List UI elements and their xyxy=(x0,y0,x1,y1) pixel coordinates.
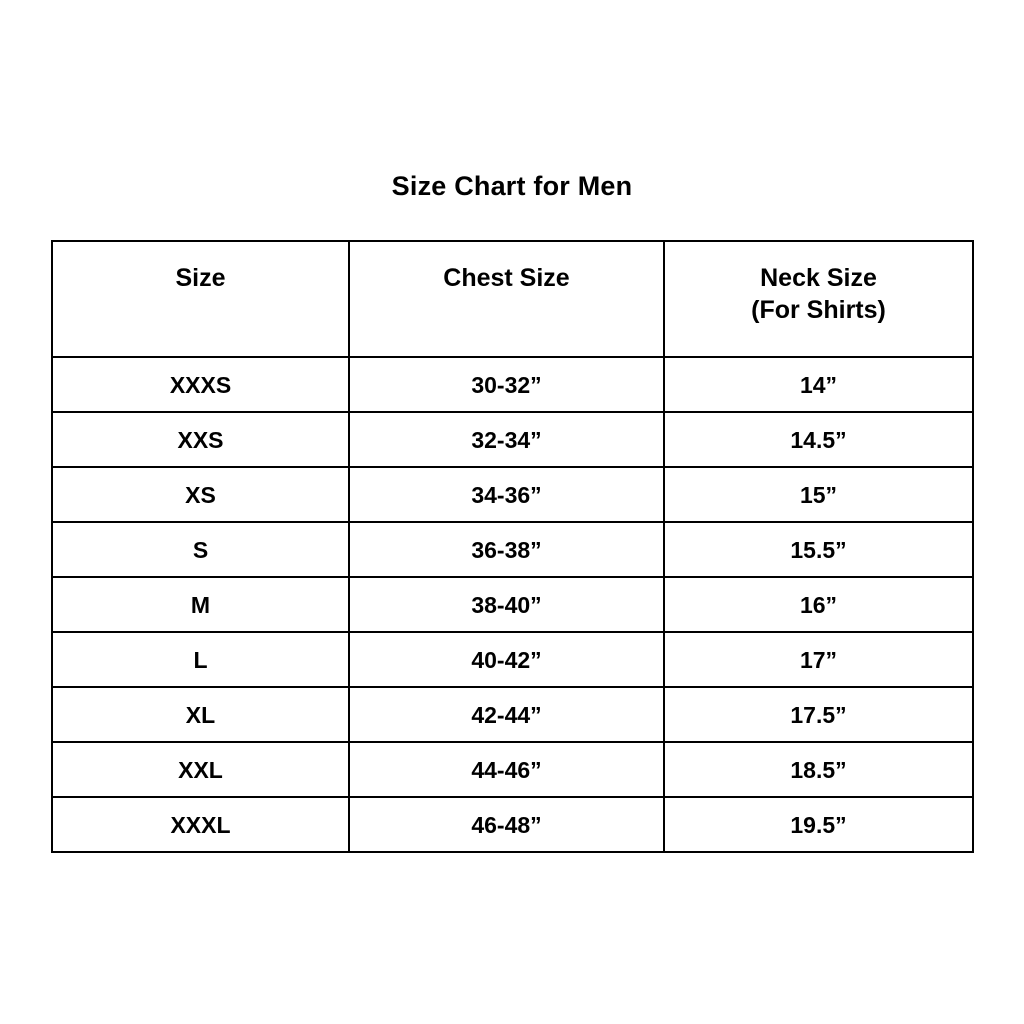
page-title: Size Chart for Men xyxy=(391,171,633,201)
cell-chest: 36-38” xyxy=(348,521,665,578)
cell-neck: 14” xyxy=(663,356,974,413)
column-header-size: Size xyxy=(51,240,350,358)
table-row: XL 42-44” 17.5” xyxy=(51,686,974,743)
cell-chest: 30-32” xyxy=(348,356,665,413)
column-header-neck-label-line2: (For Shirts) xyxy=(751,296,886,324)
table-row: XXXL 46-48” 19.5” xyxy=(51,796,974,853)
cell-chest: 42-44” xyxy=(348,686,665,743)
table-row: XXS 32-34” 14.5” xyxy=(51,411,974,468)
table-row: XXXS 30-32” 14” xyxy=(51,356,974,413)
table-body: XXXS 30-32” 14” XXS 32-34” 14.5” XS 34-3… xyxy=(51,356,974,853)
cell-size: XXXL xyxy=(51,796,350,853)
cell-chest: 34-36” xyxy=(348,466,665,523)
table-row: XXL 44-46” 18.5” xyxy=(51,741,974,798)
cell-chest: 44-46” xyxy=(348,741,665,798)
cell-size: XXL xyxy=(51,741,350,798)
cell-neck: 14.5” xyxy=(663,411,974,468)
column-header-chest: Chest Size xyxy=(348,240,665,358)
cell-size: XXS xyxy=(51,411,350,468)
table-row: S 36-38” 15.5” xyxy=(51,521,974,578)
cell-size: S xyxy=(51,521,350,578)
table-header-row: Size Chest Size Neck Size (For Shirts) xyxy=(51,240,974,358)
column-header-neck-label-line1: Neck Size xyxy=(760,264,877,292)
table-header: Size Chest Size Neck Size (For Shirts) xyxy=(51,240,974,358)
cell-neck: 19.5” xyxy=(663,796,974,853)
column-header-size-label: Size xyxy=(175,264,226,292)
cell-neck: 15” xyxy=(663,466,974,523)
column-header-chest-label: Chest Size xyxy=(443,264,570,292)
table-row: L 40-42” 17” xyxy=(51,631,974,688)
cell-chest: 32-34” xyxy=(348,411,665,468)
cell-neck: 18.5” xyxy=(663,741,974,798)
cell-chest: 46-48” xyxy=(348,796,665,853)
cell-chest: 40-42” xyxy=(348,631,665,688)
cell-neck: 16” xyxy=(663,576,974,633)
cell-chest: 38-40” xyxy=(348,576,665,633)
cell-neck: 15.5” xyxy=(663,521,974,578)
cell-size: XS xyxy=(51,466,350,523)
cell-size: L xyxy=(51,631,350,688)
column-header-neck: Neck Size (For Shirts) xyxy=(663,240,974,358)
cell-size: XXXS xyxy=(51,356,350,413)
cell-neck: 17.5” xyxy=(663,686,974,743)
cell-size: XL xyxy=(51,686,350,743)
cell-neck: 17” xyxy=(663,631,974,688)
table-row: XS 34-36” 15” xyxy=(51,466,974,523)
table-row: M 38-40” 16” xyxy=(51,576,974,633)
cell-size: M xyxy=(51,576,350,633)
size-chart-table: Size Chest Size Neck Size (For Shirts) X… xyxy=(51,240,974,853)
